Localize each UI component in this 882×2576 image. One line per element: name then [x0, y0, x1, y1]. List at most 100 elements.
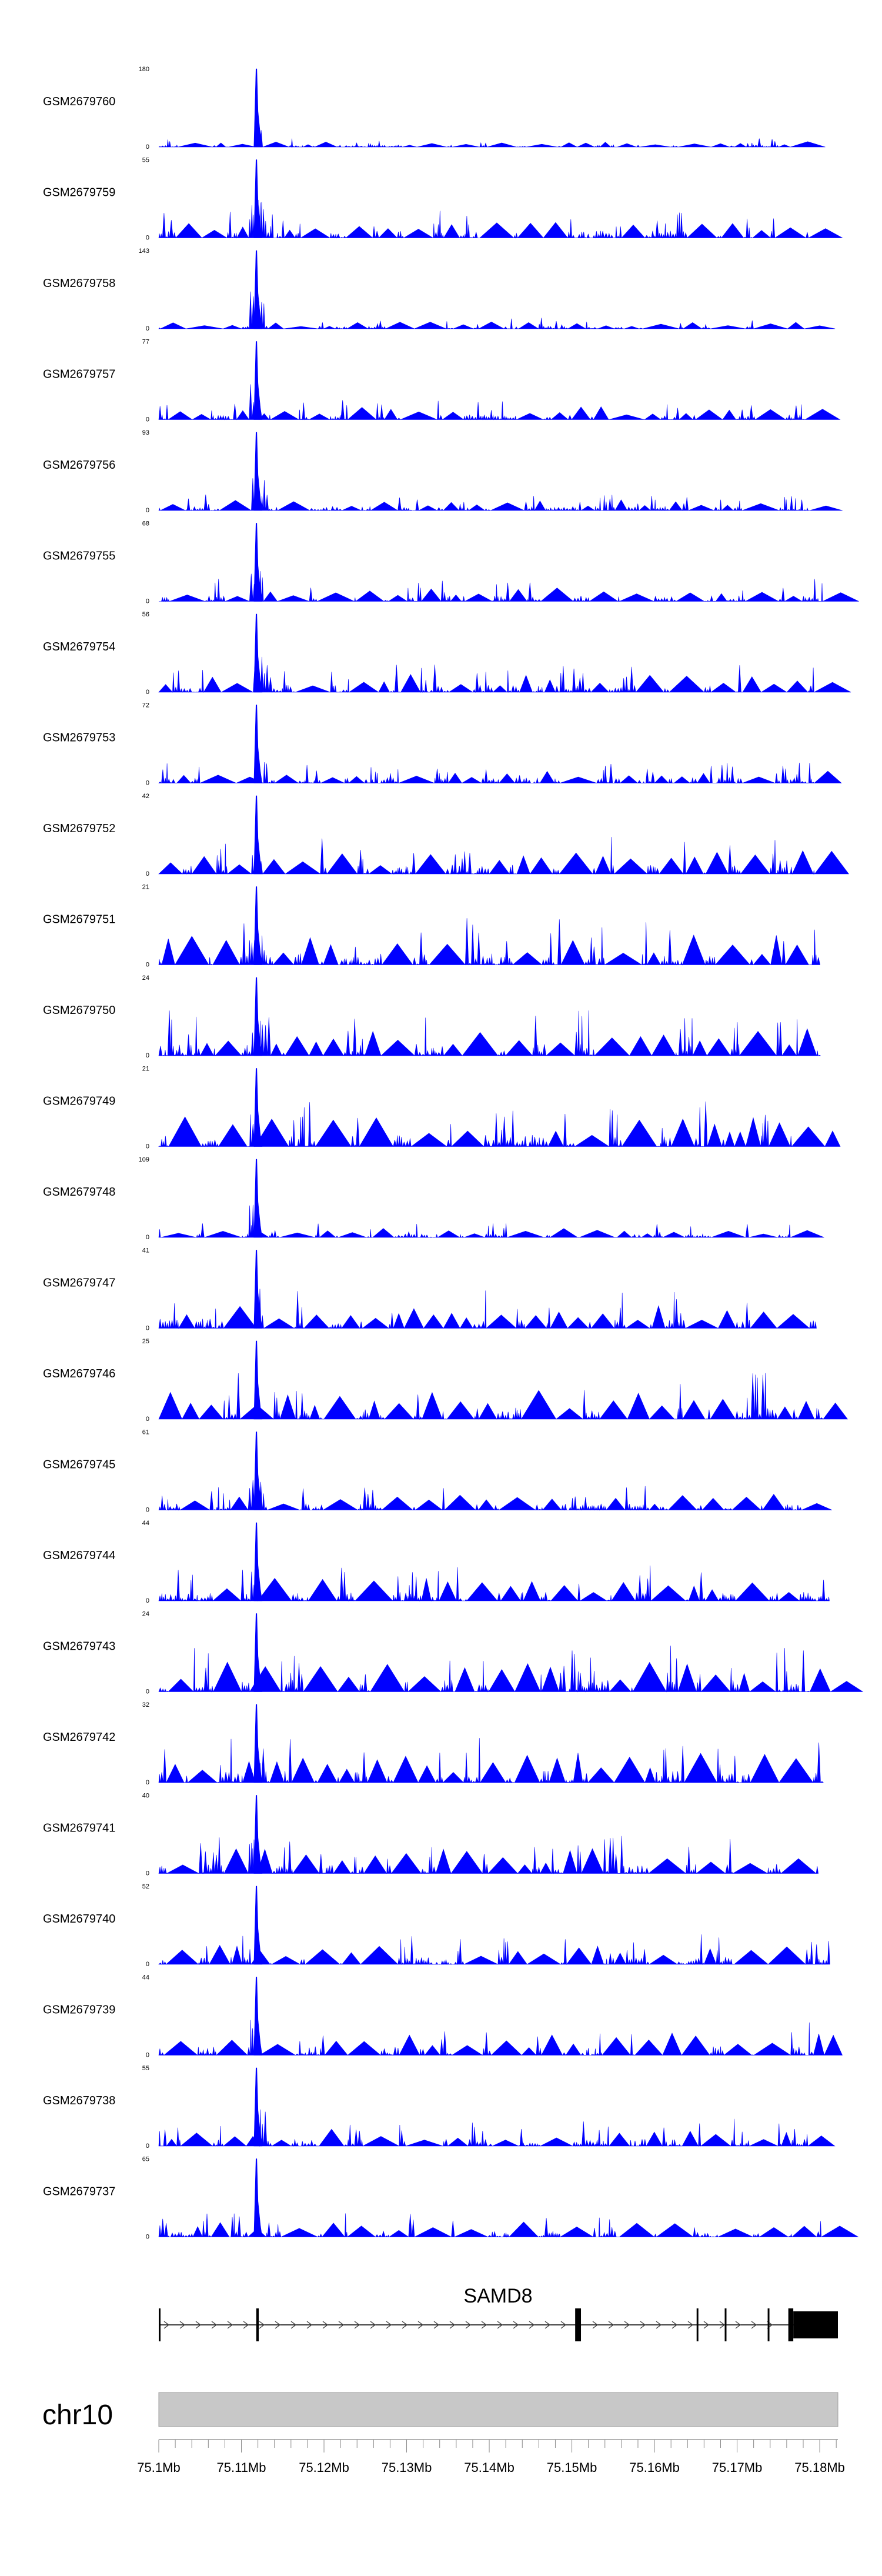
coverage-area [158, 1101, 841, 1147]
peak-area [253, 886, 263, 965]
strand-arrow [449, 2321, 456, 2329]
coverage-area [158, 1474, 833, 1511]
track: GSM2679738 55 0 [43, 2065, 836, 2150]
exon [793, 2311, 838, 2338]
strand-arrow [402, 2321, 408, 2329]
y-min-label: 0 [146, 962, 149, 969]
strand-arrow [322, 2321, 329, 2329]
y-max-label: 44 [142, 1974, 149, 1981]
y-min-label: 0 [146, 870, 149, 877]
peak-area [253, 1432, 263, 1510]
track-label: GSM2679760 [43, 95, 115, 108]
track-label: GSM2679757 [43, 368, 115, 381]
track-label: GSM2679738 [43, 2094, 115, 2107]
track: GSM2679759 55 0 [43, 157, 843, 242]
y-max-label: 61 [142, 1429, 149, 1436]
y-max-label: 143 [139, 248, 149, 255]
genomic-axis: 75.1Mb 75.11Mb 75.12Mb 75.13Mb 75.14Mb 75.15M… [137, 2439, 845, 2475]
strand-arrow [703, 2321, 710, 2329]
coverage-tracks: GSM2679760 180 0 GSM2679759 55 0 GSM2679758 143… [43, 66, 864, 2241]
coverage-area [158, 1836, 818, 1874]
track: GSM2679752 42 0 [43, 793, 849, 877]
track-label: GSM2679758 [43, 277, 115, 290]
coverage-area [158, 1289, 817, 1329]
axis-tick-label: 75.15Mb [547, 2460, 597, 2475]
coverage-area [158, 918, 821, 966]
axis-tick-label: 75.12Mb [299, 2460, 349, 2475]
strand-arrow [179, 2321, 186, 2329]
track: GSM2679751 21 0 [43, 884, 821, 969]
strand-arrow [354, 2321, 360, 2329]
axis-tick-label: 75.16Mb [629, 2460, 680, 2475]
strand-arrow [195, 2321, 202, 2329]
coverage-area [158, 2109, 836, 2147]
peak-area [253, 1159, 263, 1238]
y-min-label: 0 [146, 1325, 149, 1332]
peak-area [253, 977, 263, 1056]
track-label: GSM2679741 [43, 1822, 115, 1835]
track-label: GSM2679750 [43, 1004, 115, 1017]
strand-arrow [243, 2321, 249, 2329]
track: GSM2679737 65 0 [43, 2156, 859, 2241]
coverage-area [158, 1565, 830, 1602]
y-min-label: 0 [146, 689, 149, 696]
peak-area [253, 1795, 263, 1874]
peak-area [253, 1886, 263, 1965]
y-max-label: 77 [142, 339, 149, 346]
peak-area [253, 1977, 263, 2056]
gene-track: SAMD8 [159, 2285, 838, 2341]
chromosome-band [158, 2392, 838, 2427]
peak-area [253, 795, 263, 875]
track: GSM2679750 24 0 [43, 975, 821, 1059]
track-label: GSM2679745 [43, 1459, 115, 1471]
strand-arrow [592, 2321, 599, 2329]
axis-tick-label: 75.18Mb [794, 2460, 845, 2475]
exon [767, 2308, 770, 2341]
coverage-area [158, 199, 843, 239]
y-min-label: 0 [146, 1597, 149, 1604]
strand-arrow [370, 2321, 376, 2329]
track-label: GSM2679756 [43, 459, 115, 472]
strand-arrow [497, 2321, 503, 2329]
strand-arrow [433, 2321, 440, 2329]
strand-arrow [719, 2321, 726, 2329]
y-min-label: 0 [146, 144, 149, 151]
axis-tick-label: 75.11Mb [217, 2460, 266, 2475]
track: GSM2679745 61 0 [43, 1429, 833, 1514]
strand-arrow [465, 2321, 472, 2329]
y-min-label: 0 [146, 1779, 149, 1786]
chromosome-ideogram: chr10 [42, 2392, 838, 2431]
y-max-label: 25 [142, 1338, 149, 1345]
axis-tick-label: 75.17Mb [712, 2460, 763, 2475]
y-min-label: 0 [146, 235, 149, 242]
y-min-label: 0 [146, 325, 149, 332]
strand-arrow [544, 2321, 551, 2329]
peak-area [253, 2158, 263, 2237]
axis-tick-label: 75.1Mb [137, 2460, 180, 2475]
gene-label: SAMD8 [463, 2285, 532, 2307]
y-max-label: 56 [142, 611, 149, 618]
strand-arrow [608, 2321, 614, 2329]
y-max-label: 180 [139, 66, 149, 73]
peak-area [253, 2067, 263, 2147]
coverage-area [158, 837, 849, 875]
y-max-label: 40 [142, 1793, 149, 1800]
y-max-label: 109 [139, 1156, 149, 1163]
track-label: GSM2679749 [43, 1095, 115, 1108]
exon [256, 2308, 259, 2341]
coverage-area [158, 1373, 848, 1420]
y-min-label: 0 [146, 1234, 149, 1241]
track: GSM2679758 143 0 [43, 248, 836, 332]
track-label: GSM2679746 [43, 1367, 115, 1380]
track: GSM2679753 72 0 [43, 702, 842, 787]
peak-area [253, 432, 263, 511]
y-max-label: 32 [142, 1701, 149, 1709]
track-label: GSM2679742 [43, 1731, 115, 1744]
y-min-label: 0 [146, 2052, 149, 2059]
y-max-label: 68 [142, 520, 149, 528]
peak-area [253, 1704, 263, 1783]
track-label: GSM2679755 [43, 550, 115, 563]
axis-tick-label: 75.14Mb [464, 2460, 514, 2475]
strand-arrow [259, 2321, 265, 2329]
